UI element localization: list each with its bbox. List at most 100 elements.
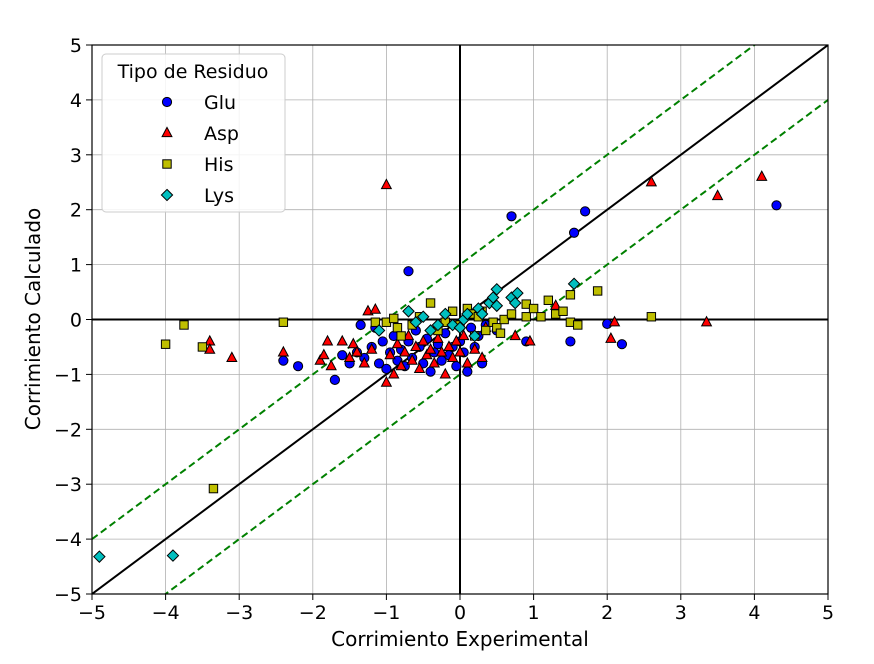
point-his [495,328,506,338]
point-his [521,312,531,322]
point-asp [608,315,621,327]
point-his [481,325,491,336]
point-asp [204,343,216,354]
legend-title: Tipo de Residuo [117,61,269,83]
point-his [389,313,399,324]
legend-label-lys: Lys [204,185,234,207]
point-asp [605,332,617,343]
x-tick-label: 5 [822,602,834,624]
point-asp [450,334,463,346]
point-asp [380,375,393,387]
point-his [278,317,289,327]
point-asp [384,348,396,360]
point-asp [756,170,768,181]
point-asp [380,178,393,190]
point-glu [355,319,366,331]
point-lys [453,321,467,335]
point-asp [443,340,455,352]
point-glu [292,361,304,372]
point-asp [476,351,488,363]
y-tick-label: 2 [70,200,82,222]
point-his [528,303,539,314]
y-tick-label: −1 [54,364,82,386]
legend-box [101,53,286,213]
point-asp [435,345,448,357]
x-tick-label: 2 [601,602,613,624]
y-axis-label: Corrimiento Calculado [21,208,45,431]
point-lys [475,307,489,321]
point-his [543,295,554,305]
y-tick-label: 3 [70,145,82,167]
point-asp [402,329,415,341]
data-points [93,170,782,563]
point-asp [457,329,470,341]
point-asp [645,175,658,187]
point-lys [416,310,430,324]
point-asp [439,367,452,379]
point-asp [318,348,330,360]
x-tick-label: 4 [748,602,760,624]
point-asp [410,340,422,352]
point-his [396,331,406,341]
point-glu [337,350,348,361]
point-his [208,483,219,494]
point-asp [509,329,521,341]
point-asp [421,348,433,360]
point-asp [395,359,407,371]
point-asp [321,334,334,346]
point-asp [417,334,429,346]
y-tick-label: 1 [70,255,82,277]
point-glu [377,336,388,347]
point-asp [314,354,326,365]
point-lys [490,299,504,313]
point-lys [372,324,386,337]
point-asp [391,337,404,349]
point-glu [565,336,576,347]
legend-label-his: His [204,154,233,176]
point-lys [438,307,452,321]
point-lys [446,318,459,332]
point-lys [486,291,500,304]
point-glu [506,211,517,222]
point-asp [277,345,290,357]
legend-label-asp: Asp [204,123,239,145]
point-asp [365,343,378,354]
point-asp [700,315,713,327]
x-tick-label: −4 [152,602,180,624]
point-lys [424,324,437,337]
x-tick-label: 1 [528,602,540,624]
point-his [573,320,583,330]
point-asp [428,356,440,368]
point-asp [325,359,337,371]
point-glu [329,374,340,385]
point-asp [351,345,363,357]
y-tick-label: 0 [70,310,82,332]
point-his [565,290,576,300]
point-asp [343,351,356,363]
point-glu [278,355,289,366]
reference-line-lower-band [163,99,828,594]
point-asp [461,356,474,368]
point-his [179,320,189,330]
point-lys [166,549,180,562]
point-asp [432,332,444,343]
point-asp [406,354,418,365]
point-lys [409,315,423,329]
point-glu [403,266,414,277]
y-tick-label: 4 [70,90,82,112]
point-asp [369,302,382,314]
point-his [370,317,381,327]
point-his [646,312,657,322]
y-tick-label: −3 [54,474,82,496]
point-asp [388,367,400,379]
legend-marker-glu [161,96,173,108]
point-his [592,286,603,296]
point-lys [508,296,522,310]
point-asp [347,337,360,349]
series-lys [93,277,581,563]
point-lys [93,550,106,563]
point-his [392,323,403,333]
point-lys [468,329,482,343]
point-glu [616,339,628,350]
